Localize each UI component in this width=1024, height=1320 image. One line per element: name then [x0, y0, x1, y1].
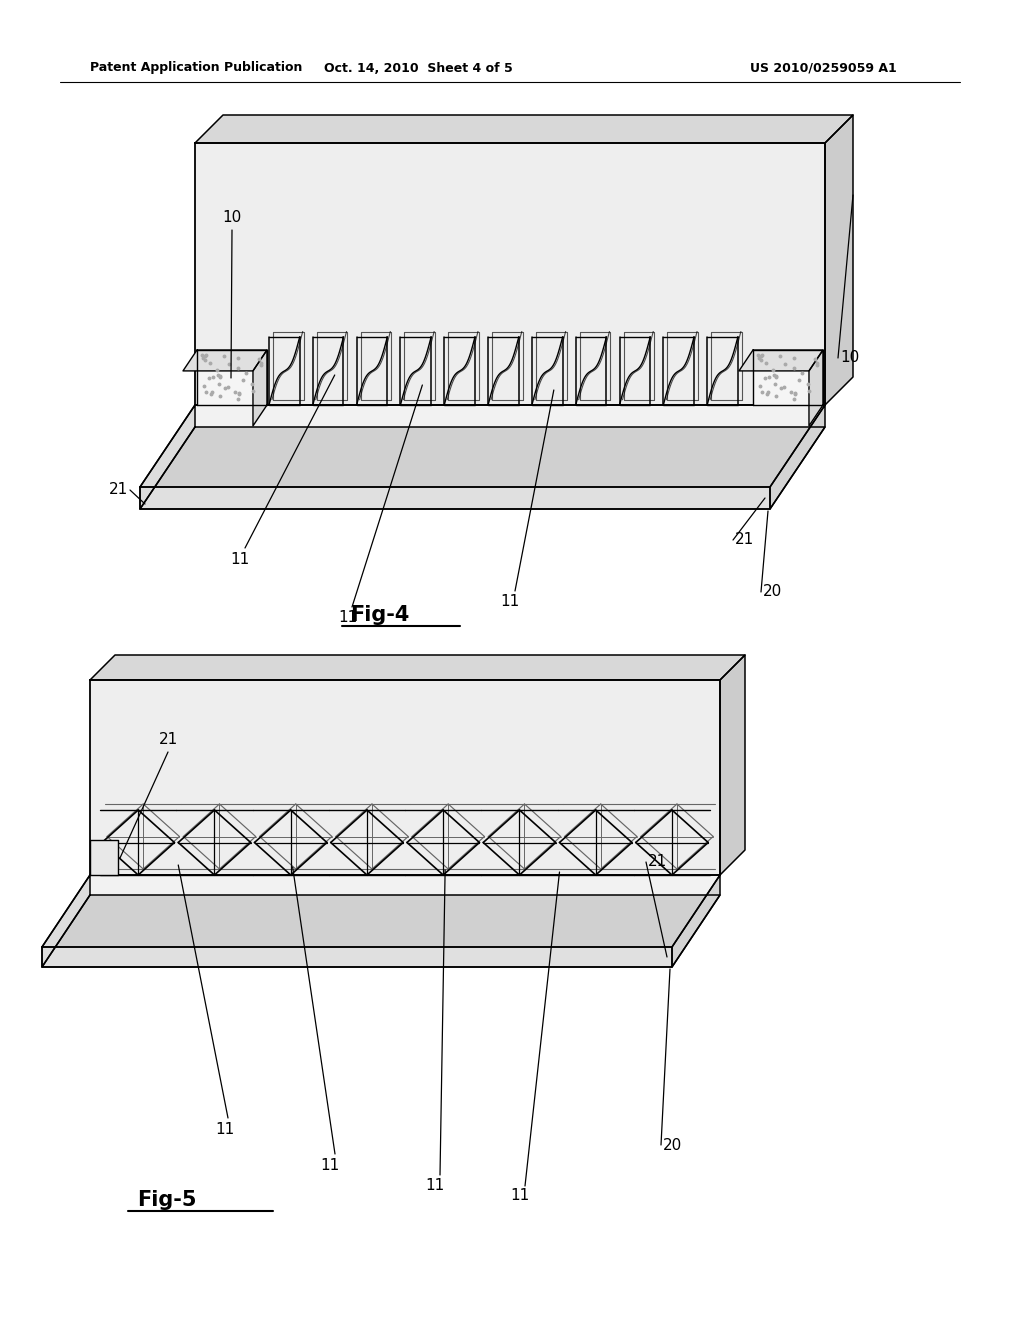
Polygon shape [183, 350, 267, 371]
Polygon shape [825, 115, 853, 405]
Polygon shape [809, 350, 823, 426]
Polygon shape [197, 350, 267, 405]
Polygon shape [253, 350, 267, 426]
Polygon shape [195, 143, 825, 405]
Polygon shape [42, 946, 672, 968]
Text: 11: 11 [321, 1158, 340, 1172]
Text: 11: 11 [425, 1177, 444, 1192]
Polygon shape [753, 350, 823, 405]
Polygon shape [42, 895, 720, 968]
Text: Patent Application Publication: Patent Application Publication [90, 62, 302, 74]
Polygon shape [770, 405, 825, 510]
Polygon shape [90, 680, 720, 875]
Text: 10: 10 [222, 210, 242, 226]
Text: 11: 11 [510, 1188, 529, 1203]
Text: 20: 20 [663, 1138, 682, 1152]
Text: Fig-5: Fig-5 [137, 1191, 197, 1210]
Text: Oct. 14, 2010  Sheet 4 of 5: Oct. 14, 2010 Sheet 4 of 5 [324, 62, 512, 74]
Polygon shape [42, 875, 90, 968]
Polygon shape [140, 426, 825, 510]
Text: 11: 11 [338, 610, 357, 626]
Text: 21: 21 [109, 483, 128, 498]
Polygon shape [90, 840, 118, 875]
Text: 21: 21 [159, 733, 177, 747]
Polygon shape [140, 405, 825, 487]
Text: 11: 11 [215, 1122, 234, 1138]
Polygon shape [672, 875, 720, 968]
Polygon shape [720, 655, 745, 875]
Text: 20: 20 [763, 585, 782, 599]
Polygon shape [90, 655, 745, 680]
Polygon shape [195, 115, 853, 143]
Text: 11: 11 [230, 553, 250, 568]
Polygon shape [42, 875, 720, 946]
Polygon shape [140, 405, 195, 510]
Text: 21: 21 [735, 532, 755, 548]
Text: 21: 21 [648, 854, 668, 870]
Text: US 2010/0259059 A1: US 2010/0259059 A1 [750, 62, 897, 74]
Text: Fig-4: Fig-4 [350, 605, 410, 624]
Text: 11: 11 [501, 594, 519, 610]
Polygon shape [739, 350, 823, 371]
Text: 10: 10 [840, 351, 859, 366]
Polygon shape [140, 487, 770, 510]
